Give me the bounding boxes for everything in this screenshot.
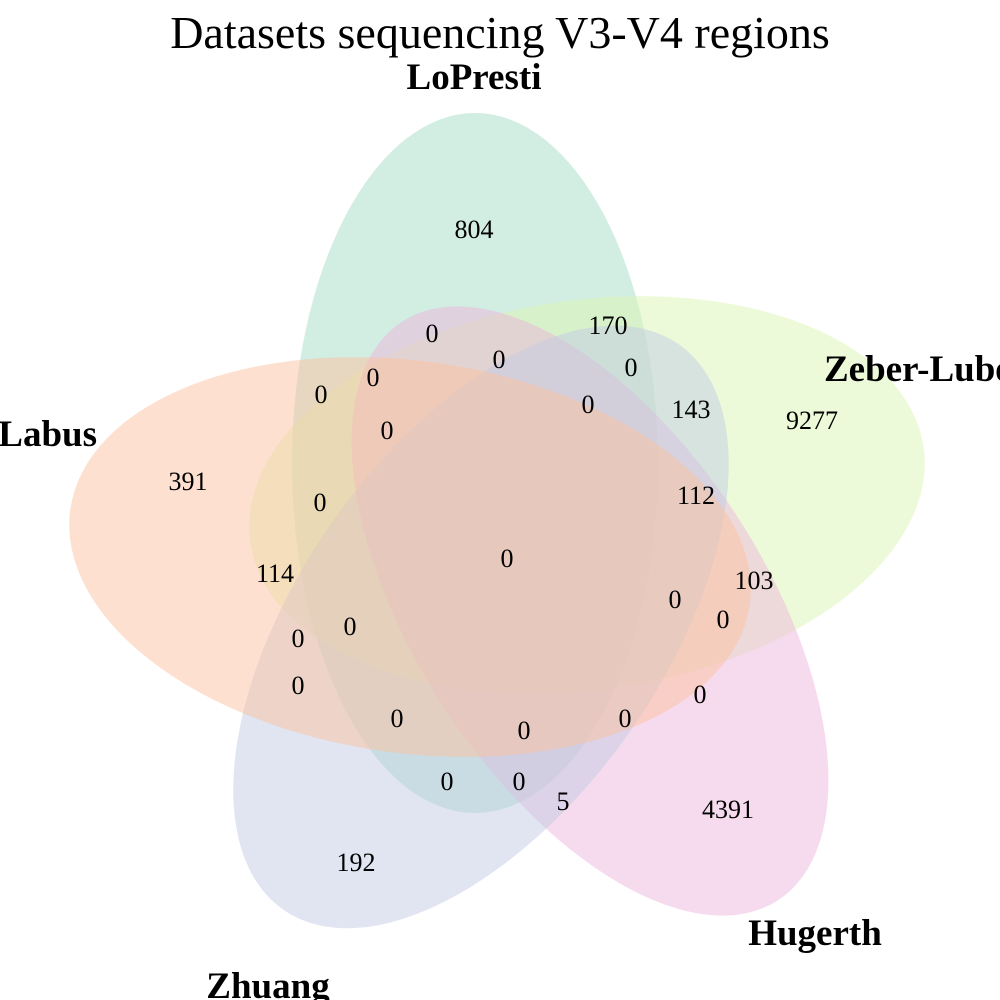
- region-count-zhuang-only: 192: [337, 848, 376, 877]
- region-count-z14: 0: [694, 680, 707, 709]
- set-label-hugerth: Hugerth: [748, 913, 882, 954]
- region-count-labus-only: 391: [169, 467, 208, 496]
- set-label-zeber: Zeber-Lubecka: [824, 349, 1000, 390]
- set-label-zhuang: Zhuang: [206, 966, 330, 1000]
- region-count-r-143: 143: [672, 395, 711, 424]
- region-count-z08: 0: [314, 488, 327, 517]
- region-count-r-103: 103: [735, 566, 774, 595]
- region-count-center: 0: [501, 544, 514, 573]
- set-ellipses: [69, 113, 925, 929]
- region-count-zeber-only: 9277: [786, 406, 838, 435]
- region-count-z18: 0: [441, 767, 454, 796]
- region-count-z13: 0: [292, 671, 305, 700]
- region-count-z19: 0: [513, 767, 526, 796]
- region-count-lopresti-only: 804: [455, 215, 494, 244]
- region-count-r-112: 112: [677, 481, 715, 510]
- region-count-z12: 0: [292, 624, 305, 653]
- region-count-hugerth-only: 4391: [702, 795, 754, 824]
- set-label-lopresti: LoPresti: [407, 57, 542, 98]
- region-count-z02: 0: [493, 345, 506, 374]
- set-ellipse-labus: [69, 357, 751, 757]
- region-count-z11: 0: [344, 612, 357, 641]
- region-count-z03: 0: [625, 353, 638, 382]
- region-count-r-114: 114: [256, 559, 294, 588]
- region-count-z17: 0: [518, 716, 531, 745]
- region-count-z10: 0: [717, 605, 730, 634]
- region-count-z06: 0: [582, 390, 595, 419]
- region-count-z07: 0: [381, 416, 394, 445]
- set-labels: LoPresti Zeber-Lubecka Hugerth Zhuang Labus: [0, 57, 1000, 1000]
- region-count-r-5: 5: [557, 787, 570, 816]
- region-count-z16: 0: [619, 704, 632, 733]
- region-count-z01: 0: [426, 319, 439, 348]
- diagram-title: Datasets sequencing V3-V4 regions: [170, 7, 830, 58]
- region-count-z04: 0: [367, 363, 380, 392]
- region-count-z05: 0: [315, 380, 328, 409]
- set-label-labus: Labus: [0, 414, 97, 455]
- region-count-z15: 0: [391, 704, 404, 733]
- region-count-r-170: 170: [589, 311, 628, 340]
- region-count-z09: 0: [669, 585, 682, 614]
